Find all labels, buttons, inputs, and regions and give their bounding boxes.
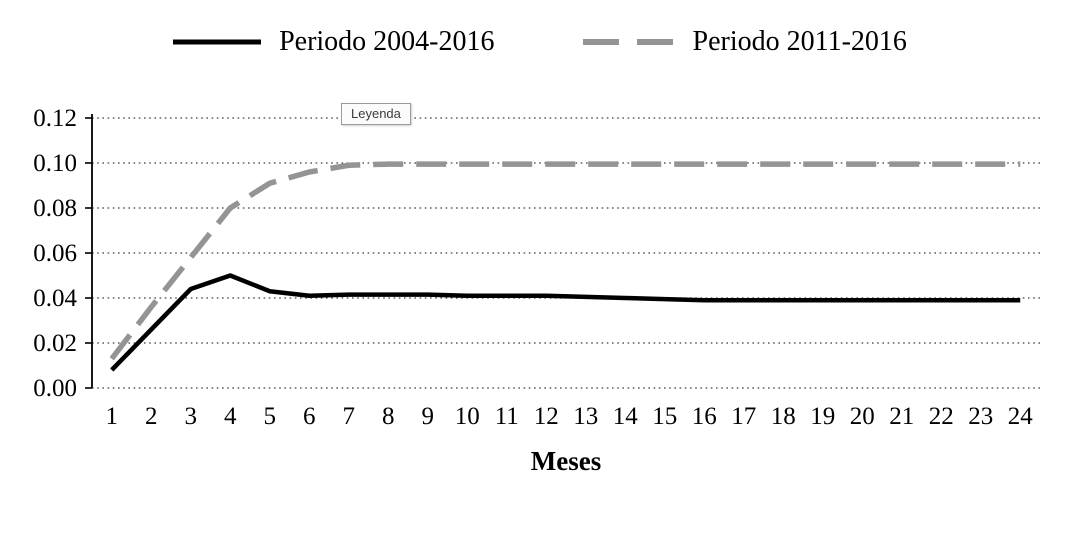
x-tick-label: 2 [145, 403, 158, 430]
legend-label: Periodo 2011-2016 [692, 26, 907, 57]
x-tick-label: 12 [534, 403, 559, 430]
y-tick-label: 0.04 [33, 285, 77, 312]
series-line-periodo-2004-2016 [110, 273, 1021, 372]
legend-swatch-solid-icon [173, 39, 262, 45]
x-tick-label: 9 [422, 403, 435, 430]
x-tick-label: 6 [303, 403, 316, 430]
y-tick-label: 0.12 [33, 105, 77, 132]
x-tick-label: 15 [652, 403, 677, 430]
y-tick-label: 0.00 [33, 375, 77, 402]
x-tick-label: 8 [382, 403, 395, 430]
x-tick-label: 21 [889, 403, 914, 430]
x-tick-label: 1 [106, 403, 119, 430]
x-tick-label: 19 [810, 403, 835, 430]
legend-swatch-dashed-icon [582, 39, 675, 45]
legend-item-periodo-2004-2016: Periodo 2004-2016 [171, 26, 495, 58]
x-tick-label: 10 [455, 403, 480, 430]
y-tick-label: 0.02 [33, 330, 77, 357]
x-tick-label: 14 [613, 403, 639, 430]
y-tick-label: 0.10 [33, 150, 77, 177]
x-tick-label: 5 [264, 403, 277, 430]
x-tick-label: 13 [573, 403, 598, 430]
x-tick-label: 24 [1008, 403, 1034, 430]
x-tick-label: 3 [185, 403, 198, 430]
x-tick-label: 22 [929, 403, 954, 430]
x-tick-label: 17 [731, 403, 756, 430]
x-tick-label: 18 [771, 403, 796, 430]
y-tick-label: 0.06 [33, 240, 77, 267]
leyenda-tooltip: Leyenda [341, 103, 411, 125]
y-tick-label: 0.08 [33, 195, 77, 222]
legend: Periodo 2004-2016 Periodo 2011-2016 [0, 26, 1078, 58]
x-tick-label: 23 [968, 403, 993, 430]
x-tick-label: 4 [224, 403, 237, 430]
x-axis-title: Meses [531, 446, 601, 476]
x-tick-label: 11 [495, 403, 519, 430]
series-line-periodo-2011-2016 [109, 161, 1021, 361]
x-tick-label: 16 [692, 403, 717, 430]
legend-item-periodo-2011-2016: Periodo 2011-2016 [581, 26, 907, 58]
legend-label: Periodo 2004-2016 [279, 26, 495, 57]
x-tick-label: 20 [850, 403, 875, 430]
x-tick-label: 7 [343, 403, 356, 430]
